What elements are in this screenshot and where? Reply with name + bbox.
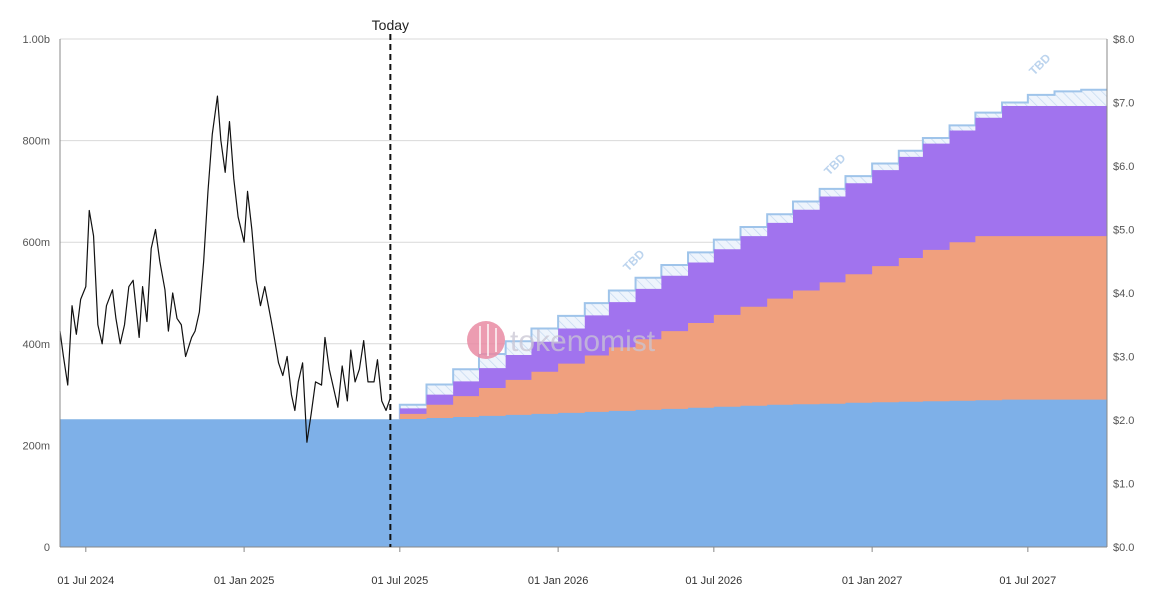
watermark-text: tokenomist <box>510 325 656 358</box>
watermark: tokenomist <box>467 321 656 359</box>
today-label: Today <box>372 17 409 33</box>
x-tick-0: 01 Jul 2024 <box>57 575 114 587</box>
watermark-logo <box>467 321 505 359</box>
y-left-tick-2: 400m <box>22 339 50 351</box>
x-tick-3: 01 Jan 2026 <box>528 575 589 587</box>
y-right-tick-1: $1.0 <box>1113 479 1134 491</box>
unlock-areas: TBD TBD TBD <box>60 51 1107 548</box>
base-allocation-area <box>60 399 1107 547</box>
y-left-tick-3: 600m <box>22 237 50 249</box>
x-tick-4: 01 Jul 2026 <box>685 575 742 587</box>
tbd-label-0: TBD <box>620 247 648 275</box>
y-right-tick-7: $7.0 <box>1113 98 1134 110</box>
tbd-label-2: TBD <box>1026 51 1054 79</box>
y-left-tick-5: 1.00b <box>22 34 50 46</box>
x-tick-5: 01 Jan 2027 <box>842 575 903 587</box>
price-line-group <box>59 95 391 443</box>
y-right-tick-8: $8.0 <box>1113 34 1134 46</box>
today-marker: Today <box>372 17 409 547</box>
y-right-tick-4: $4.0 <box>1113 288 1134 300</box>
y-left-tick-0: 0 <box>44 542 50 554</box>
price-line <box>59 95 391 443</box>
y-right-tick-5: $5.0 <box>1113 225 1134 237</box>
y-left-tick-4: 800m <box>22 136 50 148</box>
x-tick-6: 01 Jul 2027 <box>999 575 1056 587</box>
y-right-tick-6: $6.0 <box>1113 161 1134 173</box>
y-left-tick-1: 200m <box>22 440 50 452</box>
y-right-tick-2: $2.0 <box>1113 415 1134 427</box>
tbd-label-1: TBD <box>821 151 849 179</box>
y-right-tick-0: $0.0 <box>1113 542 1134 554</box>
axes: 0 200m 400m 600m 800m 1.00b $0.0 $1.0 $2.0 $3.0 $4… <box>22 34 1134 587</box>
y-right-tick-3: $3.0 <box>1113 352 1134 364</box>
x-tick-1: 01 Jan 2025 <box>214 575 275 587</box>
x-tick-2: 01 Jul 2025 <box>371 575 428 587</box>
